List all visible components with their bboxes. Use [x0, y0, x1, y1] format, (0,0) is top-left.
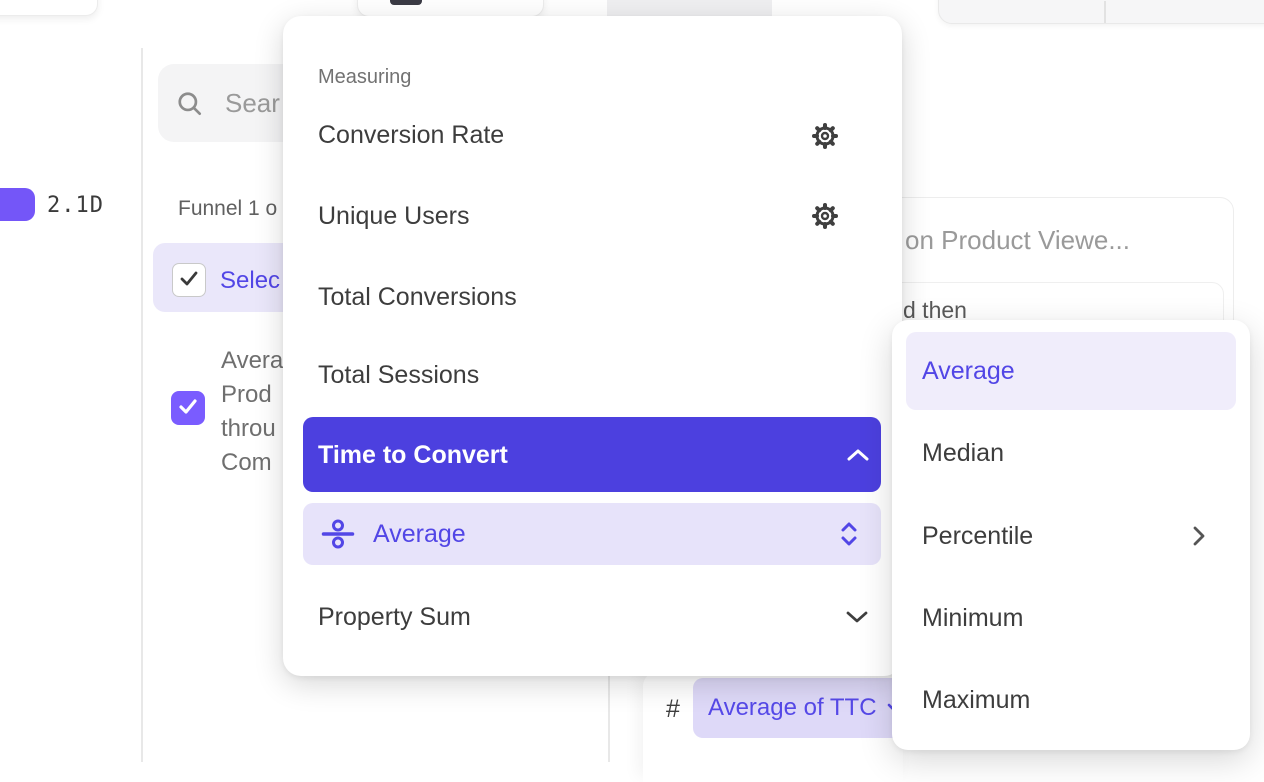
sidebar-divider [141, 48, 143, 762]
agg-item-average[interactable]: Average [906, 332, 1236, 410]
measuring-menu-title: Measuring [318, 66, 412, 88]
panel-divider [608, 672, 610, 762]
menu-item-total-conversions[interactable]: Total Conversions [318, 283, 517, 311]
funnel-step-code: 2.1D [47, 193, 104, 218]
measuring-menu: Measuring Conversion Rate Unique Users T… [283, 16, 902, 676]
number-format-label: # [666, 695, 680, 723]
chevron-down-icon[interactable] [845, 610, 869, 624]
funnel-color-badge [0, 188, 35, 221]
menu-item-total-sessions[interactable]: Total Sessions [318, 361, 480, 389]
gear-icon[interactable] [810, 121, 840, 156]
top-gray-tab [607, 0, 772, 17]
step-chip-label: Selec [220, 267, 281, 294]
menu-subitem-aggregation[interactable]: Average [303, 503, 881, 565]
and-then-label: d then [903, 297, 967, 323]
step-checkbox[interactable] [172, 263, 206, 297]
search-placeholder: Sear [225, 87, 280, 118]
event-name-text: on Product Viewe... [905, 225, 1130, 255]
dark-swatch [390, 0, 422, 5]
average-aggregation-icon [321, 517, 355, 551]
time-to-convert-label: Time to Convert [318, 440, 508, 469]
average-of-ttc-label: Average of TTC [708, 694, 877, 721]
aggregation-menu: Average Median Percentile Minimum Maximu… [892, 320, 1250, 750]
chevron-up-icon [846, 448, 870, 462]
measured-as-card: # Average of TTC [643, 672, 903, 782]
funnel-counter-label: Funnel 1 o [178, 197, 278, 220]
description-line: throu [221, 415, 276, 442]
description-line: Com [221, 449, 272, 476]
menu-item-time-to-convert[interactable]: Time to Convert [303, 417, 881, 492]
select-updown-icon [839, 521, 859, 547]
average-of-ttc-dropdown[interactable]: Average of TTC [693, 678, 903, 738]
top-left-card [0, 0, 98, 16]
metric-description: Avera Prod throu Com [221, 344, 283, 480]
menu-item-conversion-rate[interactable]: Conversion Rate [318, 121, 505, 149]
checkmark-icon [177, 395, 199, 422]
agg-item-minimum[interactable]: Minimum [922, 604, 1024, 632]
tab-divider [1104, 1, 1106, 23]
menu-item-property-sum[interactable]: Property Sum [318, 603, 471, 631]
description-line: Avera [221, 347, 284, 374]
chevron-right-icon [1192, 525, 1206, 547]
search-icon [176, 90, 204, 123]
agg-item-median[interactable]: Median [922, 439, 1004, 467]
top-toolbar-card[interactable] [357, 0, 544, 17]
checkmark-icon [178, 267, 200, 294]
top-right-tabbar[interactable] [938, 0, 1264, 24]
agg-item-maximum[interactable]: Maximum [922, 686, 1031, 714]
menu-item-unique-users[interactable]: Unique Users [318, 202, 470, 230]
description-line: Prod [221, 381, 272, 408]
gear-icon[interactable] [810, 201, 840, 236]
agg-average-label: Average [922, 357, 1015, 385]
aggregation-value-label: Average [373, 520, 466, 548]
agg-item-percentile[interactable]: Percentile [922, 522, 1034, 550]
description-checkbox[interactable] [171, 391, 205, 425]
